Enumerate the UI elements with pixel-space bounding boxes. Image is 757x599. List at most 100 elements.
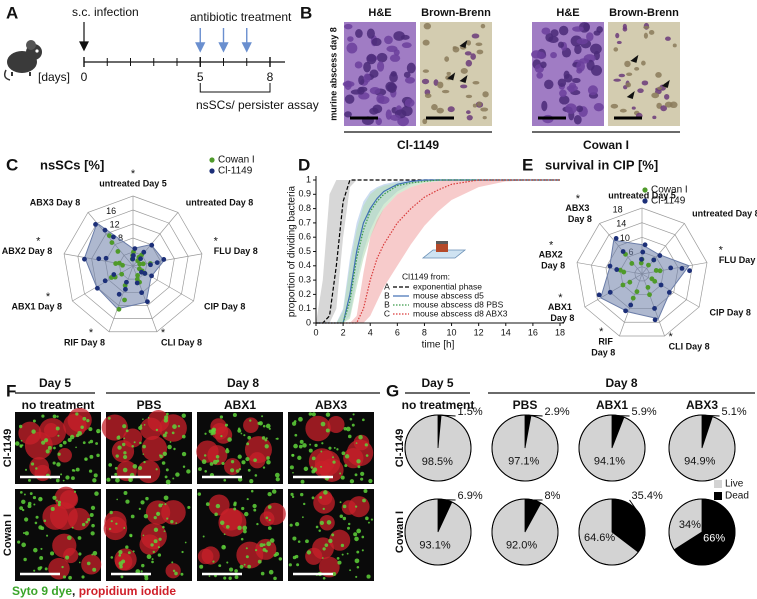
cell [423, 22, 432, 30]
green-dot [82, 416, 87, 421]
legend-label: Cowan I [651, 185, 688, 196]
green-dot [92, 550, 98, 556]
green-dot [230, 459, 235, 464]
green-dot [354, 536, 359, 542]
green-dot [31, 429, 36, 434]
green-dot [32, 495, 37, 500]
cell [593, 102, 604, 112]
green-dot [321, 442, 324, 445]
pointer-arrow [626, 91, 635, 100]
green-dot [237, 477, 243, 482]
cell [465, 94, 473, 99]
significance-star: * [576, 193, 581, 205]
green-dot [254, 549, 258, 552]
cell [436, 107, 444, 114]
green-dot [253, 458, 257, 462]
r-tick-label: 12 [110, 220, 120, 230]
green-dot [34, 521, 38, 525]
axis-label: untreated Day 5 [608, 190, 676, 200]
green-dot [106, 477, 111, 482]
significance-star: * [599, 326, 604, 338]
cell [637, 88, 644, 93]
row-header: Cl-1149 [394, 429, 406, 468]
green-dot [361, 535, 365, 539]
legend-label: mouse abscess d8 ABX3 [413, 308, 508, 318]
green-dot [45, 449, 50, 454]
green-dot [296, 563, 300, 567]
cell [472, 103, 478, 108]
red-cell [219, 507, 243, 531]
cell [389, 54, 401, 62]
green-dot [166, 517, 169, 520]
pie-label: 93.1% [419, 539, 450, 551]
green-dot [88, 441, 91, 444]
cell [641, 60, 646, 66]
cell [672, 43, 677, 48]
green-dot [86, 419, 90, 423]
green-dot [123, 437, 126, 440]
cell [369, 69, 379, 78]
green-dot [128, 479, 132, 482]
data-point [139, 290, 145, 296]
green-dot [118, 435, 120, 437]
data-point [96, 256, 102, 262]
axis-label: ABX2 Day 8 [539, 250, 566, 271]
green-dot [319, 520, 325, 526]
green-dot [28, 478, 31, 482]
red-cell [29, 456, 50, 477]
green-dot [96, 428, 101, 434]
significance-star: * [36, 236, 41, 248]
cell [355, 29, 363, 38]
red-cell [49, 502, 78, 530]
green-dot [276, 437, 279, 440]
red-cell [305, 415, 331, 442]
data-point [145, 299, 150, 305]
green-dot [39, 556, 44, 560]
r-tick-label: 16 [106, 206, 116, 216]
green-dot [254, 474, 258, 477]
green-dot [247, 435, 252, 440]
axis-label: RIF Day 8 [64, 337, 105, 347]
red-cell [103, 516, 128, 541]
red-cell [141, 435, 168, 462]
data-point [102, 227, 108, 233]
green-dot [230, 468, 235, 473]
green-dot [143, 460, 146, 464]
panel-label: A [6, 3, 18, 22]
green-dot [153, 527, 159, 533]
green-dot [361, 549, 364, 552]
axis-label: RIF Day 8 [591, 337, 615, 358]
data-point [640, 249, 646, 255]
green-dot [172, 569, 176, 573]
cell [460, 84, 468, 89]
caption-part: Syto 9 dye [12, 584, 72, 598]
green-dot [125, 499, 130, 504]
green-dot [309, 443, 312, 446]
green-dot [135, 569, 141, 574]
green-dot [349, 479, 355, 484]
cell [664, 93, 670, 100]
green-dot [167, 444, 172, 450]
green-dot [308, 448, 313, 453]
data-point [139, 269, 144, 275]
green-dot [233, 501, 237, 505]
pie-outline [668, 498, 736, 566]
green-dot [293, 443, 298, 449]
green-dot [93, 473, 98, 478]
cell [397, 116, 409, 127]
x-tick-label: 16 [528, 327, 538, 337]
row-header: Cowan I [2, 514, 14, 556]
green-dot [232, 412, 237, 418]
pie-label: 5.1% [722, 406, 747, 418]
axis-label-line: Day 8 [550, 313, 574, 323]
green-dot [346, 426, 351, 432]
significance-star: * [131, 168, 136, 180]
cell [536, 51, 546, 59]
green-dot [249, 419, 252, 422]
green-dot [268, 519, 271, 522]
green-dot [365, 454, 369, 457]
green-dot [155, 468, 158, 471]
green-dot [75, 467, 80, 472]
cell [476, 49, 484, 55]
green-dot [202, 535, 205, 538]
